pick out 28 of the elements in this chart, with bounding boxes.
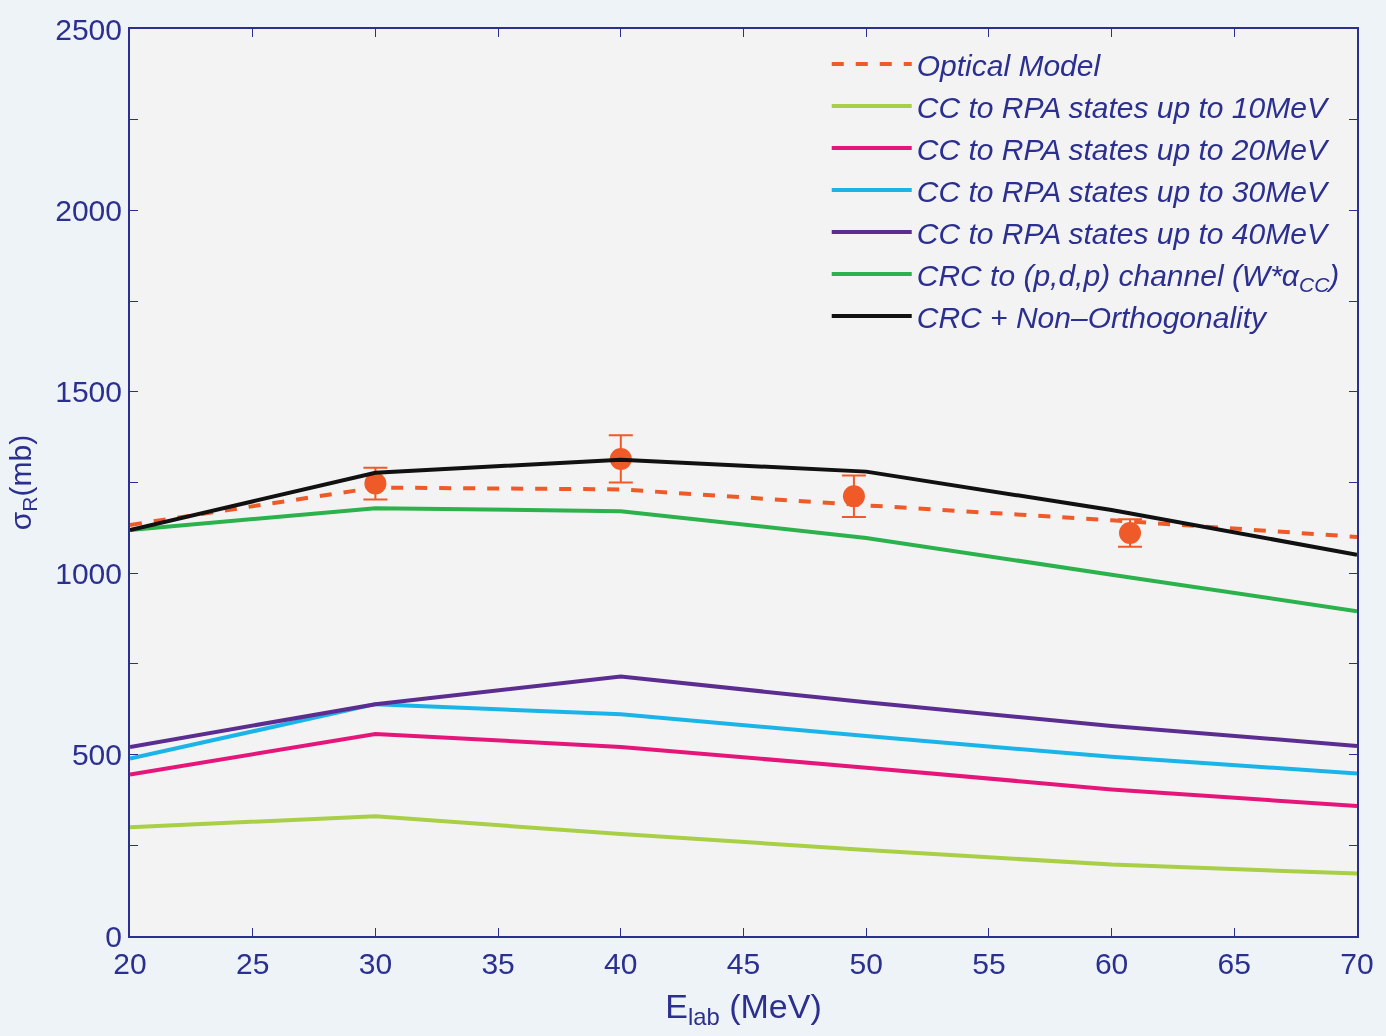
x-tick-label: 65 [1217, 947, 1251, 980]
y-tick-label: 2500 [55, 12, 122, 46]
x-tick-label: 70 [1340, 947, 1374, 980]
line-series [130, 731, 1357, 809]
x-tick-label: 40 [604, 947, 638, 980]
legend-label: CC to RPA states up to 10MeV [916, 90, 1330, 124]
x-tick-label: 25 [236, 947, 270, 980]
x-tick-label: 55 [972, 947, 1006, 980]
y-tick-label: 1000 [55, 556, 122, 590]
legend-label: CRC + Non–Orthogonality [916, 300, 1269, 334]
x-axis-title: E$_{lab}$ (MeV) [665, 986, 822, 1030]
x-tick-label: 60 [1094, 947, 1129, 980]
legend-label: CC to RPA states up to 30MeV [916, 174, 1330, 208]
x-tick-label: 45 [726, 947, 761, 980]
legend-label: Optical Model [916, 48, 1102, 82]
x-tick-label: 50 [849, 947, 883, 980]
legend-label: CRC to (p,d,p) channel (W*α$_{CC}$) [916, 258, 1340, 297]
y-tick-label: 2000 [55, 193, 122, 227]
line-series [130, 506, 1357, 614]
line-series [130, 814, 1357, 876]
legend-label: CC to RPA states up to 20MeV [916, 132, 1330, 166]
y-tick-label: 500 [71, 738, 122, 772]
legend-label: CC to RPA states up to 40MeV [916, 216, 1330, 250]
x-tick-label: 30 [358, 947, 393, 980]
x-tick-label: 35 [481, 947, 515, 980]
line-series [130, 674, 1357, 749]
y-tick-label: 1500 [55, 375, 122, 409]
line-series [130, 702, 1357, 776]
